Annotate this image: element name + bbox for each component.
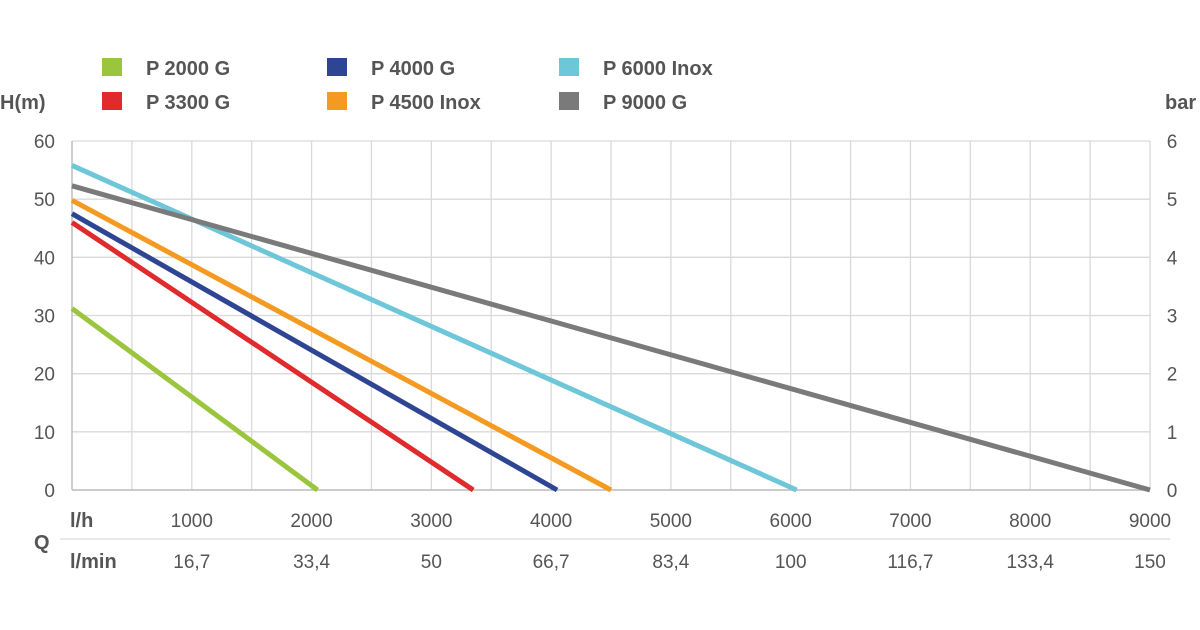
x-tick-label-lmin: 150 [1134,552,1166,573]
y-tick-label: 10 [34,423,55,444]
y-axis-right-label: bar [1165,92,1196,114]
series-line-p-4500-inox [70,198,613,493]
y-tick-label: 20 [34,365,55,386]
series-line-p-9000-g [71,183,1151,493]
y-tick-label-right: 2 [1167,365,1178,386]
y-tick-label-right: 0 [1167,481,1178,502]
y-tick-label-right: 6 [1167,132,1178,153]
y-tick-label: 50 [34,190,55,211]
legend-label: P 9000 G [603,92,687,114]
x-tick-label-lh: 9000 [1129,511,1171,532]
legend-swatch [559,92,579,110]
x-unit-lh: l/h [70,510,93,532]
legend-label: P 3300 G [146,92,230,114]
y-tick-label-right: 3 [1167,307,1178,328]
y-tick-label: 0 [44,481,55,502]
y-tick-label: 40 [34,248,55,269]
x-axis-label: Q [34,532,50,554]
x-tick-label-lh: 3000 [410,511,452,532]
legend-swatch [327,92,347,110]
x-tick-label-lh: 4000 [530,511,572,532]
x-tick-label-lmin: 16,7 [173,552,210,573]
legend-swatch [102,92,122,110]
series-lines [70,163,1151,493]
series-line-p-2000-g [70,306,320,493]
y-tick-label-right: 1 [1167,423,1178,444]
x-tick-label-lh: 8000 [1009,511,1051,532]
x-tick-label-lmin: 66,7 [533,552,570,573]
legend-label: P 4500 Inox [371,92,481,114]
legend-swatch [102,58,122,76]
y-axis-label: H(m) [0,92,46,114]
x-tick-label-lmin: 133,4 [1006,552,1054,573]
x-tick-label-lmin: 116,7 [887,552,933,573]
grid [60,140,1170,540]
x-tick-label-lh: 1000 [171,511,213,532]
legend-label: P 2000 G [146,58,230,80]
series-line-p-4000-g [70,211,559,493]
x-unit-lmin: l/min [70,551,117,573]
legend: P 2000 G P 4000 G P 6000 Inox P 3300 G P 450… [102,58,713,114]
x-tick-label-lh: 5000 [650,511,692,532]
y-tick-label: 60 [34,132,55,153]
y-tick-label-right: 5 [1167,190,1178,211]
x-tick-label-lh: 6000 [770,511,812,532]
legend-swatch [559,58,579,76]
x-tick-label-lmin: 33,4 [293,552,330,573]
x-tick-label-lh: 7000 [889,511,931,532]
x-tick-label-lmin: 83,4 [652,552,689,573]
x-tick-label-lh: 2000 [290,511,332,532]
legend-label: P 6000 Inox [603,58,713,80]
x-tick-label-lmin: 100 [775,552,807,573]
y-tick-label: 30 [34,307,55,328]
legend-swatch [327,58,347,76]
legend-label: P 4000 G [371,58,455,80]
x-tick-label-lmin: 50 [421,552,442,573]
series-line-p-3300-g [70,220,475,493]
axes: 0 0 10 1 20 2 30 3 40 4 50 5 60 6 1000 16,7 2000 33,4 3000… [34,132,1178,573]
y-tick-label-right: 4 [1167,248,1178,269]
